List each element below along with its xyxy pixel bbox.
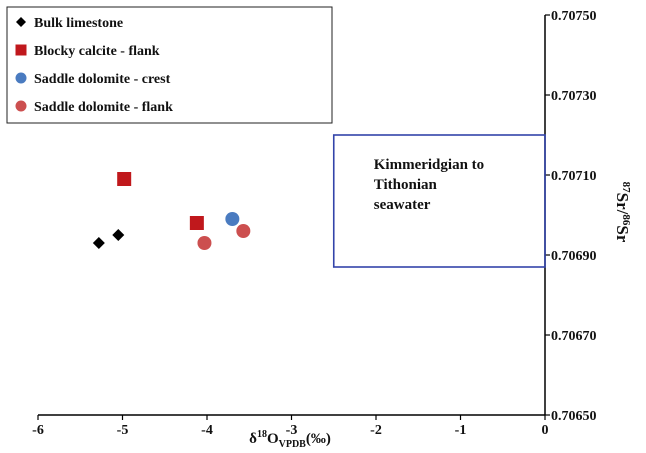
- legend-marker: [16, 101, 27, 112]
- legend-marker: [16, 73, 27, 84]
- legend-label: Saddle dolomite - flank: [34, 100, 173, 115]
- y-tick-label: 0.70690: [551, 249, 597, 264]
- annotation-text: Tithonian: [374, 177, 438, 193]
- x-tick-label: -5: [117, 423, 129, 438]
- x-tick-label: -6: [32, 423, 44, 438]
- x-tick-label: -3: [286, 423, 298, 438]
- x-tick-label: -4: [201, 423, 213, 438]
- x-tick-label: -2: [370, 423, 382, 438]
- data-point: [117, 172, 131, 186]
- y-tick-label: 0.70710: [551, 169, 597, 184]
- legend: Bulk limestone Blocky calcite - flank Sadd…: [7, 7, 332, 123]
- x-tick-label: -1: [455, 423, 467, 438]
- y-tick-label: 0.70670: [551, 329, 597, 344]
- data-point: [190, 216, 204, 230]
- legend-marker: [16, 45, 27, 56]
- data-point: [236, 224, 250, 238]
- x-tick-label: 0: [542, 423, 549, 438]
- data-point: [197, 236, 211, 250]
- y-tick-label: 0.70750: [551, 9, 597, 24]
- legend-label: Saddle dolomite - crest: [34, 72, 171, 87]
- annotation-text: Kimmeridgian to: [374, 157, 484, 173]
- annotation-text: seawater: [374, 197, 431, 213]
- legend-label: Bulk limestone: [34, 16, 123, 31]
- legend-label: Blocky calcite - flank: [34, 44, 160, 59]
- y-tick-label: 0.70650: [551, 409, 597, 424]
- data-point: [225, 212, 239, 226]
- y-tick-label: 0.70730: [551, 89, 597, 104]
